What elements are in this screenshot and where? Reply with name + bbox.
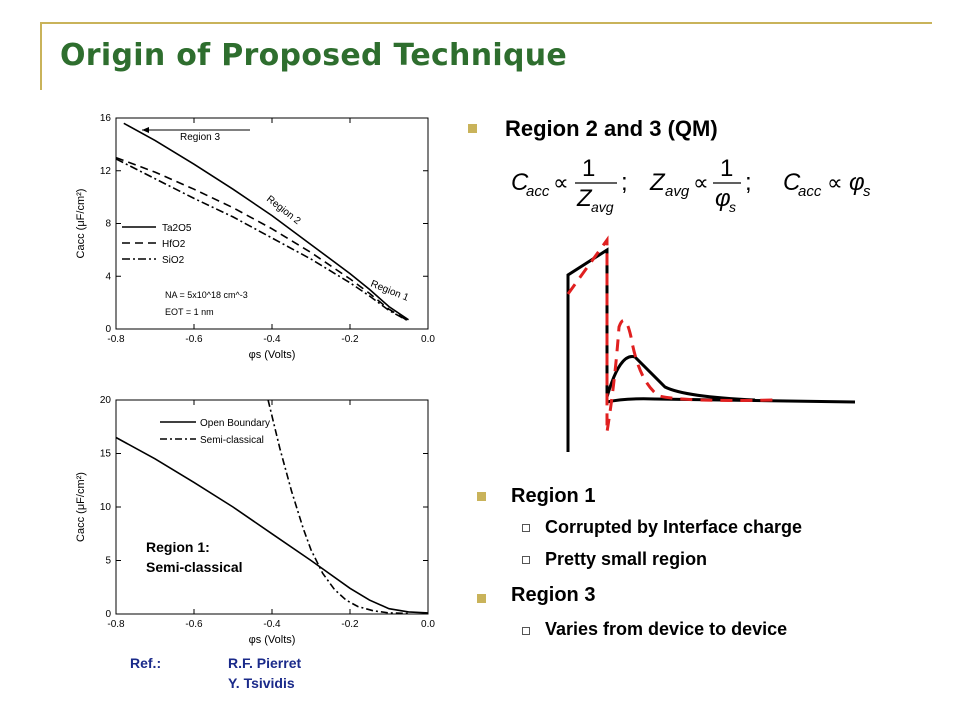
- x-tick-label: -0.6: [185, 619, 203, 630]
- eq2-lhs-sub: avg: [665, 183, 690, 200]
- eq2-lhs: Z: [649, 169, 666, 196]
- plot-frame: [115, 399, 429, 615]
- eq2-semicolon: ;: [745, 169, 752, 196]
- potential-solid-bump: [605, 355, 756, 402]
- legend-label-ta2o5: Ta2O5: [162, 223, 192, 234]
- potential-dashed-outline: [566, 235, 776, 433]
- y-tick-label: 20: [100, 395, 112, 406]
- y-axis-label: Cacc (μF/cm²): [75, 472, 87, 542]
- eq3-lhs-sub: acc: [798, 183, 822, 200]
- eq3-rhs-sub: s: [863, 183, 871, 200]
- x-tick-label: -0.8: [107, 619, 125, 630]
- y-tick-label: 12: [100, 166, 112, 177]
- eq3-lhs: C: [783, 169, 801, 196]
- region-1-heading: Region 1: [511, 485, 596, 507]
- x-tick-label: -0.2: [341, 619, 359, 630]
- y-tick-label: 8: [105, 219, 111, 230]
- eq2-den-sub: s: [729, 199, 736, 215]
- annotation-region-2: Region 2: [264, 194, 303, 228]
- eq1-den-sub: avg: [591, 199, 614, 215]
- legend-label-hfo2: HfO2: [162, 239, 186, 250]
- x-tick-label: -0.2: [341, 334, 359, 345]
- x-tick-label: 0.0: [421, 619, 435, 630]
- sub-bullet-marker: [522, 524, 530, 532]
- eq1-num: 1: [582, 155, 595, 182]
- x-tick-label: 0.0: [421, 334, 435, 345]
- annotation-region-1: Region 1:: [146, 539, 210, 555]
- proportionality-equations: C acc ∝ 1 Z avg ; Z avg ∝ 1 φ s ; C acc …: [511, 155, 871, 215]
- potential-profile-diagram: [566, 235, 856, 452]
- sub-bullet-marker: [522, 627, 530, 635]
- slide-title: Origin of Proposed Technique: [60, 38, 568, 73]
- bullet-marker: [477, 594, 486, 603]
- eq1-prop: ∝: [553, 170, 569, 195]
- annotation-doping: NA = 5x10^18 cm^-3: [165, 290, 248, 300]
- annotation-semi-classical: Semi-classical: [146, 559, 243, 575]
- y-tick-label: 16: [100, 113, 112, 124]
- series-line-open-boundary: [115, 436, 429, 614]
- y-tick-label: 0: [105, 609, 111, 620]
- legend-label-open-boundary: Open Boundary: [200, 418, 270, 429]
- y-tick-label: 10: [100, 502, 112, 513]
- ref-label: Ref.:: [130, 655, 162, 671]
- y-axis-label: Cacc (μF/cm²): [75, 189, 87, 259]
- x-axis-label: φs (Volts): [249, 634, 296, 646]
- legend-label-sio2: SiO2: [162, 255, 185, 266]
- cacc-vs-phis-dielectrics-chart: -0.8 -0.6 -0.4 -0.2 0.0 0 4 8 12 16 φs (Volts) Cacc…: [75, 113, 435, 361]
- bullet-marker: [477, 492, 486, 501]
- eq1-lhs: C: [511, 169, 529, 196]
- series-line-hfo2: [115, 156, 409, 322]
- y-tick-label: 4: [105, 271, 111, 282]
- eq1-den: Z: [576, 185, 593, 212]
- title-rule-top: [40, 22, 932, 24]
- annotation-region-3: Region 3: [180, 132, 220, 143]
- eq3-prop: ∝: [827, 170, 843, 195]
- ref-author-1: R.F. Pierret: [228, 655, 302, 671]
- eq1-lhs-sub: acc: [526, 183, 550, 200]
- y-tick-label: 0: [105, 324, 111, 335]
- x-tick-label: -0.4: [263, 334, 281, 345]
- title-rule-left: [40, 22, 42, 90]
- region-3-heading: Region 3: [511, 584, 596, 606]
- region-3-item-1: Varies from device to device: [545, 619, 788, 639]
- eq3-rhs: φ: [849, 169, 865, 196]
- region-1-item-1: Corrupted by Interface charge: [545, 517, 803, 537]
- eq2-prop: ∝: [693, 170, 709, 195]
- sub-bullet-marker: [522, 556, 530, 564]
- eq2-den: φ: [715, 185, 731, 212]
- series-line-sio2: [115, 158, 409, 322]
- x-tick-label: -0.8: [107, 334, 125, 345]
- x-tick-label: -0.4: [263, 619, 281, 630]
- y-tick-label: 15: [100, 449, 112, 460]
- series-line-ta2o5: [123, 122, 409, 321]
- bullet-marker: [468, 124, 477, 133]
- annotation-eot: EOT = 1 nm: [165, 307, 214, 317]
- legend-label-semi-classical: Semi-classical: [200, 435, 264, 446]
- cacc-vs-phis-open-boundary-chart: -0.8 -0.6 -0.4 -0.2 0.0 0 5 10 15 20 φs (Volts) Cac…: [75, 395, 435, 646]
- ref-author-2: Y. Tsividis: [228, 675, 295, 691]
- region-1-item-2: Pretty small region: [545, 549, 708, 569]
- potential-solid-outline: [566, 247, 856, 452]
- eq1-semicolon: ;: [621, 169, 628, 196]
- series-line-semi-classical: [267, 399, 409, 615]
- y-tick-label: 5: [105, 556, 111, 567]
- x-axis-label: φs (Volts): [249, 349, 296, 361]
- bullet-region-2-3-qm: Region 2 and 3 (QM): [505, 116, 718, 141]
- eq2-num: 1: [720, 155, 733, 182]
- x-tick-label: -0.6: [185, 334, 203, 345]
- region-3-arrowhead: [142, 127, 149, 133]
